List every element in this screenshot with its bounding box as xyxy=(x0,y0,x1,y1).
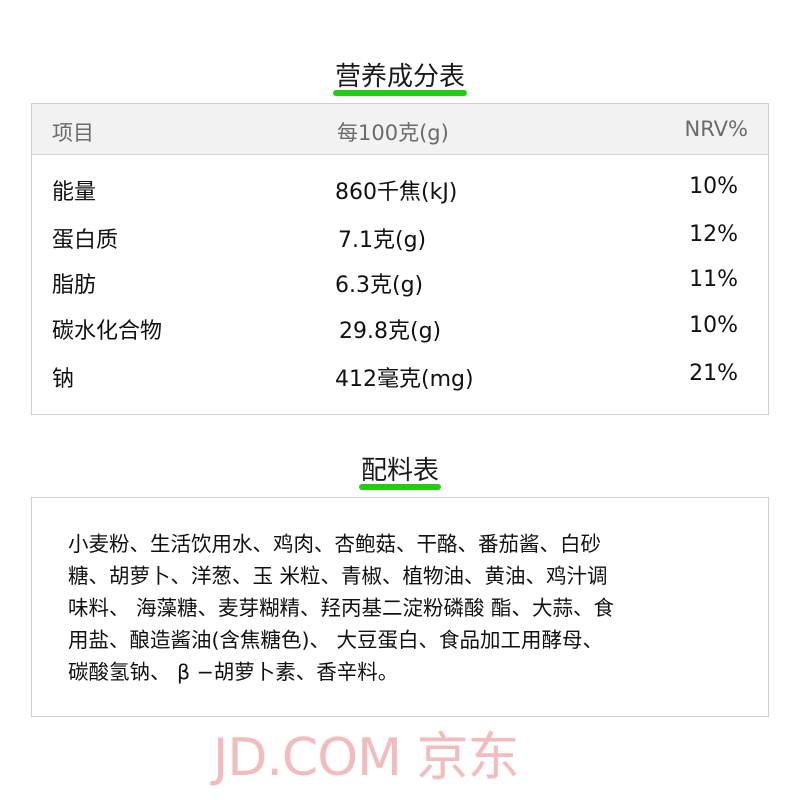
ingredients-line: 味料、 海藻糖、麦芽糊精、羟丙基二淀粉磷酸 酯、大蒜、食 xyxy=(68,596,615,620)
row-item: 脂肪 xyxy=(52,273,97,298)
table-row: 脂肪 6.3克(g) 11% xyxy=(32,267,768,298)
row-nrv: 12% xyxy=(689,222,738,247)
ingredients-line: 糖、胡萝卜、洋葱、玉 米粒、青椒、植物油、黄油、鸡汁调 xyxy=(68,564,608,588)
row-item: 蛋白质 xyxy=(52,228,119,253)
table-row: 碳水化合物 29.8克(g) 10% xyxy=(32,313,768,344)
ingredients-box xyxy=(31,497,769,717)
row-nrv: 10% xyxy=(689,313,738,338)
row-item: 能量 xyxy=(52,180,97,205)
table-header: 项目 每100克(g) NRV% xyxy=(32,104,768,155)
ingredients-title: 配料表 xyxy=(0,450,800,490)
nutrition-table: 项目 每100克(g) NRV% 能量 860千焦(kJ) 10% 蛋白质 7.… xyxy=(31,103,769,415)
ingredients-line: 用盐、酿造酱油(含焦糖色)、 大豆蛋白、食品加工用酵母、 xyxy=(68,628,604,652)
row-amount: 860千焦(kJ) xyxy=(335,180,458,205)
row-amount: 29.8克(g) xyxy=(339,319,442,344)
row-nrv: 11% xyxy=(689,267,738,292)
row-item: 钠 xyxy=(52,367,75,392)
row-nrv: 21% xyxy=(689,361,738,386)
table-row: 蛋白质 7.1克(g) 12% xyxy=(32,222,768,253)
row-item: 碳水化合物 xyxy=(52,319,163,344)
table-row: 能量 860千焦(kJ) 10% xyxy=(32,174,768,205)
ingredients-text: 小麦粉、生活饮用水、鸡肉、杏鲍菇、干酪、番茄酱、白砂 糖、胡萝卜、洋葱、玉 米粒… xyxy=(68,528,614,688)
header-amount: 每100克(g) xyxy=(337,121,449,145)
header-item: 项目 xyxy=(52,121,94,145)
nutrition-title: 营养成分表 xyxy=(0,56,800,96)
ingredients-line: 碳酸氢钠、 β −胡萝卜素、香辛料。 xyxy=(68,660,399,684)
row-amount: 7.1克(g) xyxy=(338,228,427,253)
row-amount: 412毫克(mg) xyxy=(335,367,474,392)
jd-watermark: JD.COM 京东 xyxy=(213,728,520,788)
table-row: 钠 412毫克(mg) 21% xyxy=(32,361,768,392)
ingredients-line: 小麦粉、生活饮用水、鸡肉、杏鲍菇、干酪、番茄酱、白砂 xyxy=(68,532,601,556)
row-amount: 6.3克(g) xyxy=(335,273,424,298)
header-nrv: NRV% xyxy=(684,117,748,141)
row-nrv: 10% xyxy=(689,174,738,199)
